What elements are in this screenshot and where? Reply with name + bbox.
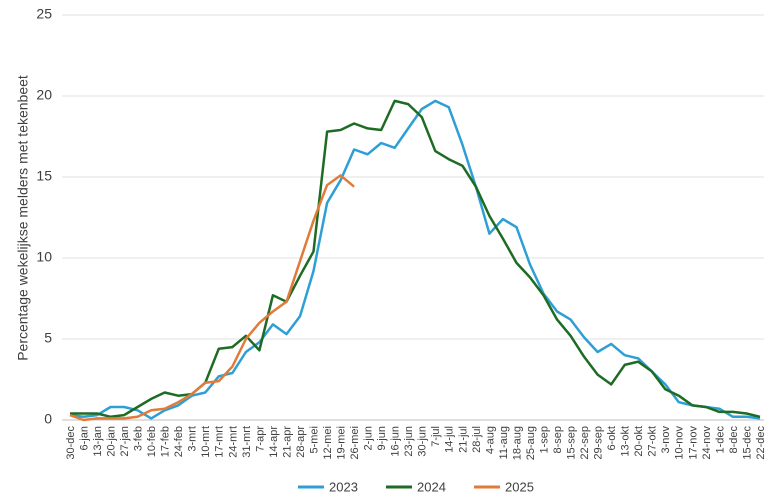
x-tick-label: 17-mrt	[214, 426, 226, 458]
x-tick-label: 17-feb	[160, 426, 172, 457]
x-tick-label: 20-okt	[633, 426, 645, 457]
x-tick-label: 6-jan	[78, 426, 90, 450]
x-tick-label: 5-mei	[308, 426, 320, 454]
x-tick-label: 24-feb	[173, 426, 185, 457]
x-tick-label: 8-dec	[728, 426, 740, 454]
y-axis-title: Percentage wekelijkse melders met tekenb…	[15, 75, 31, 361]
line-series	[69, 174, 355, 422]
x-tick-label: 7-jul	[430, 426, 442, 447]
x-tick-label: 12-mei	[322, 426, 334, 460]
x-tick-label: 15-sep	[565, 426, 577, 460]
x-tick-label: 26-mei	[349, 426, 361, 460]
x-tick-label: 3-nov	[660, 426, 672, 454]
line-series	[70, 99, 761, 419]
legend-label: 2023	[329, 479, 358, 494]
y-tick-label: 0	[44, 411, 52, 427]
x-tick-label: 9-jun	[376, 426, 388, 450]
x-tick-label: 1-sep	[538, 426, 550, 454]
y-tick-label: 10	[36, 249, 52, 265]
x-tick-label: 8-sep	[552, 426, 564, 454]
x-tick-label: 14-jul	[444, 426, 456, 453]
x-tick-label: 10-feb	[146, 426, 158, 457]
x-tick-label: 27-okt	[647, 426, 659, 457]
legend-label: 2025	[505, 479, 534, 494]
x-tick-label: 25-aug	[525, 426, 537, 460]
x-tick-label: 21-jul	[457, 426, 469, 453]
x-tick-label: 24-mrt	[227, 426, 239, 458]
y-tick-label: 5	[44, 330, 52, 346]
x-tick-label: 18-aug	[511, 426, 523, 460]
y-tick-label: 20	[36, 87, 52, 103]
x-tick-label: 30-jun	[417, 426, 429, 457]
x-tick-label: 10-nov	[674, 426, 686, 460]
x-tick-label: 14-apr	[268, 426, 280, 458]
x-tick-label: 4-aug	[484, 426, 496, 454]
x-tick-label: 22-sep	[579, 426, 591, 460]
x-tick-label: 1-dec	[714, 426, 726, 454]
x-tick-label: 27-jan	[119, 426, 131, 457]
x-tick-label: 15-dec	[741, 426, 753, 460]
x-tick-label: 17-nov	[687, 426, 699, 460]
y-tick-label: 15	[36, 168, 52, 184]
x-tick-label: 29-sep	[593, 426, 605, 460]
x-tick-label: 23-jun	[403, 426, 415, 457]
x-tick-label: 13-okt	[620, 426, 632, 457]
x-tick-label: 20-jan	[105, 426, 117, 457]
x-tick-label: 30-dec	[65, 426, 77, 460]
x-tick-label: 28-jul	[471, 426, 483, 453]
x-tick-label: 11-aug	[498, 426, 510, 459]
x-tick-label: 19-mei	[335, 426, 347, 460]
x-tick-label: 7-apr	[254, 426, 266, 452]
x-tick-label: 31-mrt	[241, 426, 253, 458]
x-tick-label: 3-feb	[133, 426, 145, 451]
legend-label: 2024	[417, 479, 446, 494]
line-series	[69, 99, 761, 420]
x-tick-label: 22-dec	[755, 426, 767, 460]
x-tick-label: 10-mrt	[200, 426, 212, 458]
x-tick-label: 24-nov	[701, 426, 713, 460]
y-tick-label: 25	[36, 6, 52, 22]
x-tick-label: 2-jun	[363, 426, 375, 450]
x-tick-label: 3-mrt	[187, 426, 199, 452]
x-tick-label: 6-okt	[606, 426, 618, 450]
x-tick-label: 16-jun	[390, 426, 402, 457]
x-tick-label: 28-apr	[295, 426, 307, 458]
x-tick-label: 21-apr	[281, 426, 293, 458]
x-tick-label: 13-jan	[92, 426, 104, 457]
